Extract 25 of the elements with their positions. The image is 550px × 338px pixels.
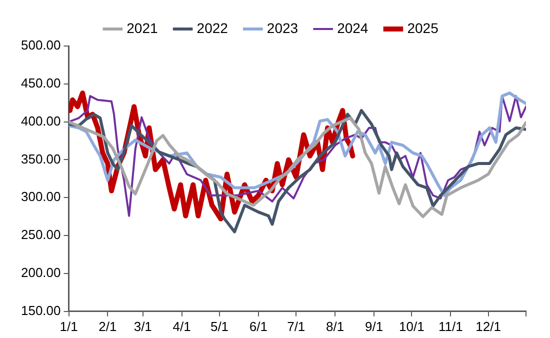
legend-label: 2021 bbox=[126, 20, 158, 36]
x-tick-label: 10/1 bbox=[399, 318, 424, 334]
x-tick-label: 3/1 bbox=[134, 318, 152, 334]
y-tick-label: 400.00 bbox=[20, 113, 61, 128]
y-tick-label: 500.00 bbox=[20, 38, 61, 53]
x-tick-label: 1/1 bbox=[60, 318, 78, 334]
x-tick-label: 12/1 bbox=[476, 318, 501, 334]
x-tick-label: 7/1 bbox=[287, 318, 306, 334]
x-tick-label: 4/1 bbox=[172, 318, 191, 334]
x-tick-label: 6/1 bbox=[249, 318, 268, 334]
x-tick-label: 9/1 bbox=[364, 318, 384, 334]
y-tick-label: 150.00 bbox=[20, 302, 61, 318]
x-tick-label: 5/1 bbox=[210, 318, 229, 334]
legend-label: 2022 bbox=[196, 20, 228, 36]
x-tick-label: 2/1 bbox=[98, 318, 117, 334]
legend-label: 2024 bbox=[337, 20, 368, 36]
legend-label: 2025 bbox=[407, 20, 439, 36]
y-tick-label: 350.00 bbox=[20, 151, 61, 166]
x-tick-label: 8/1 bbox=[326, 318, 344, 334]
y-tick-label: 300.00 bbox=[20, 189, 61, 204]
y-tick-label: 200.00 bbox=[20, 265, 61, 280]
x-tick-label: 11/1 bbox=[438, 318, 463, 334]
y-tick-label: 450.00 bbox=[20, 75, 61, 90]
y-tick-label: 250.00 bbox=[20, 227, 61, 242]
legend-label: 2023 bbox=[266, 20, 298, 36]
